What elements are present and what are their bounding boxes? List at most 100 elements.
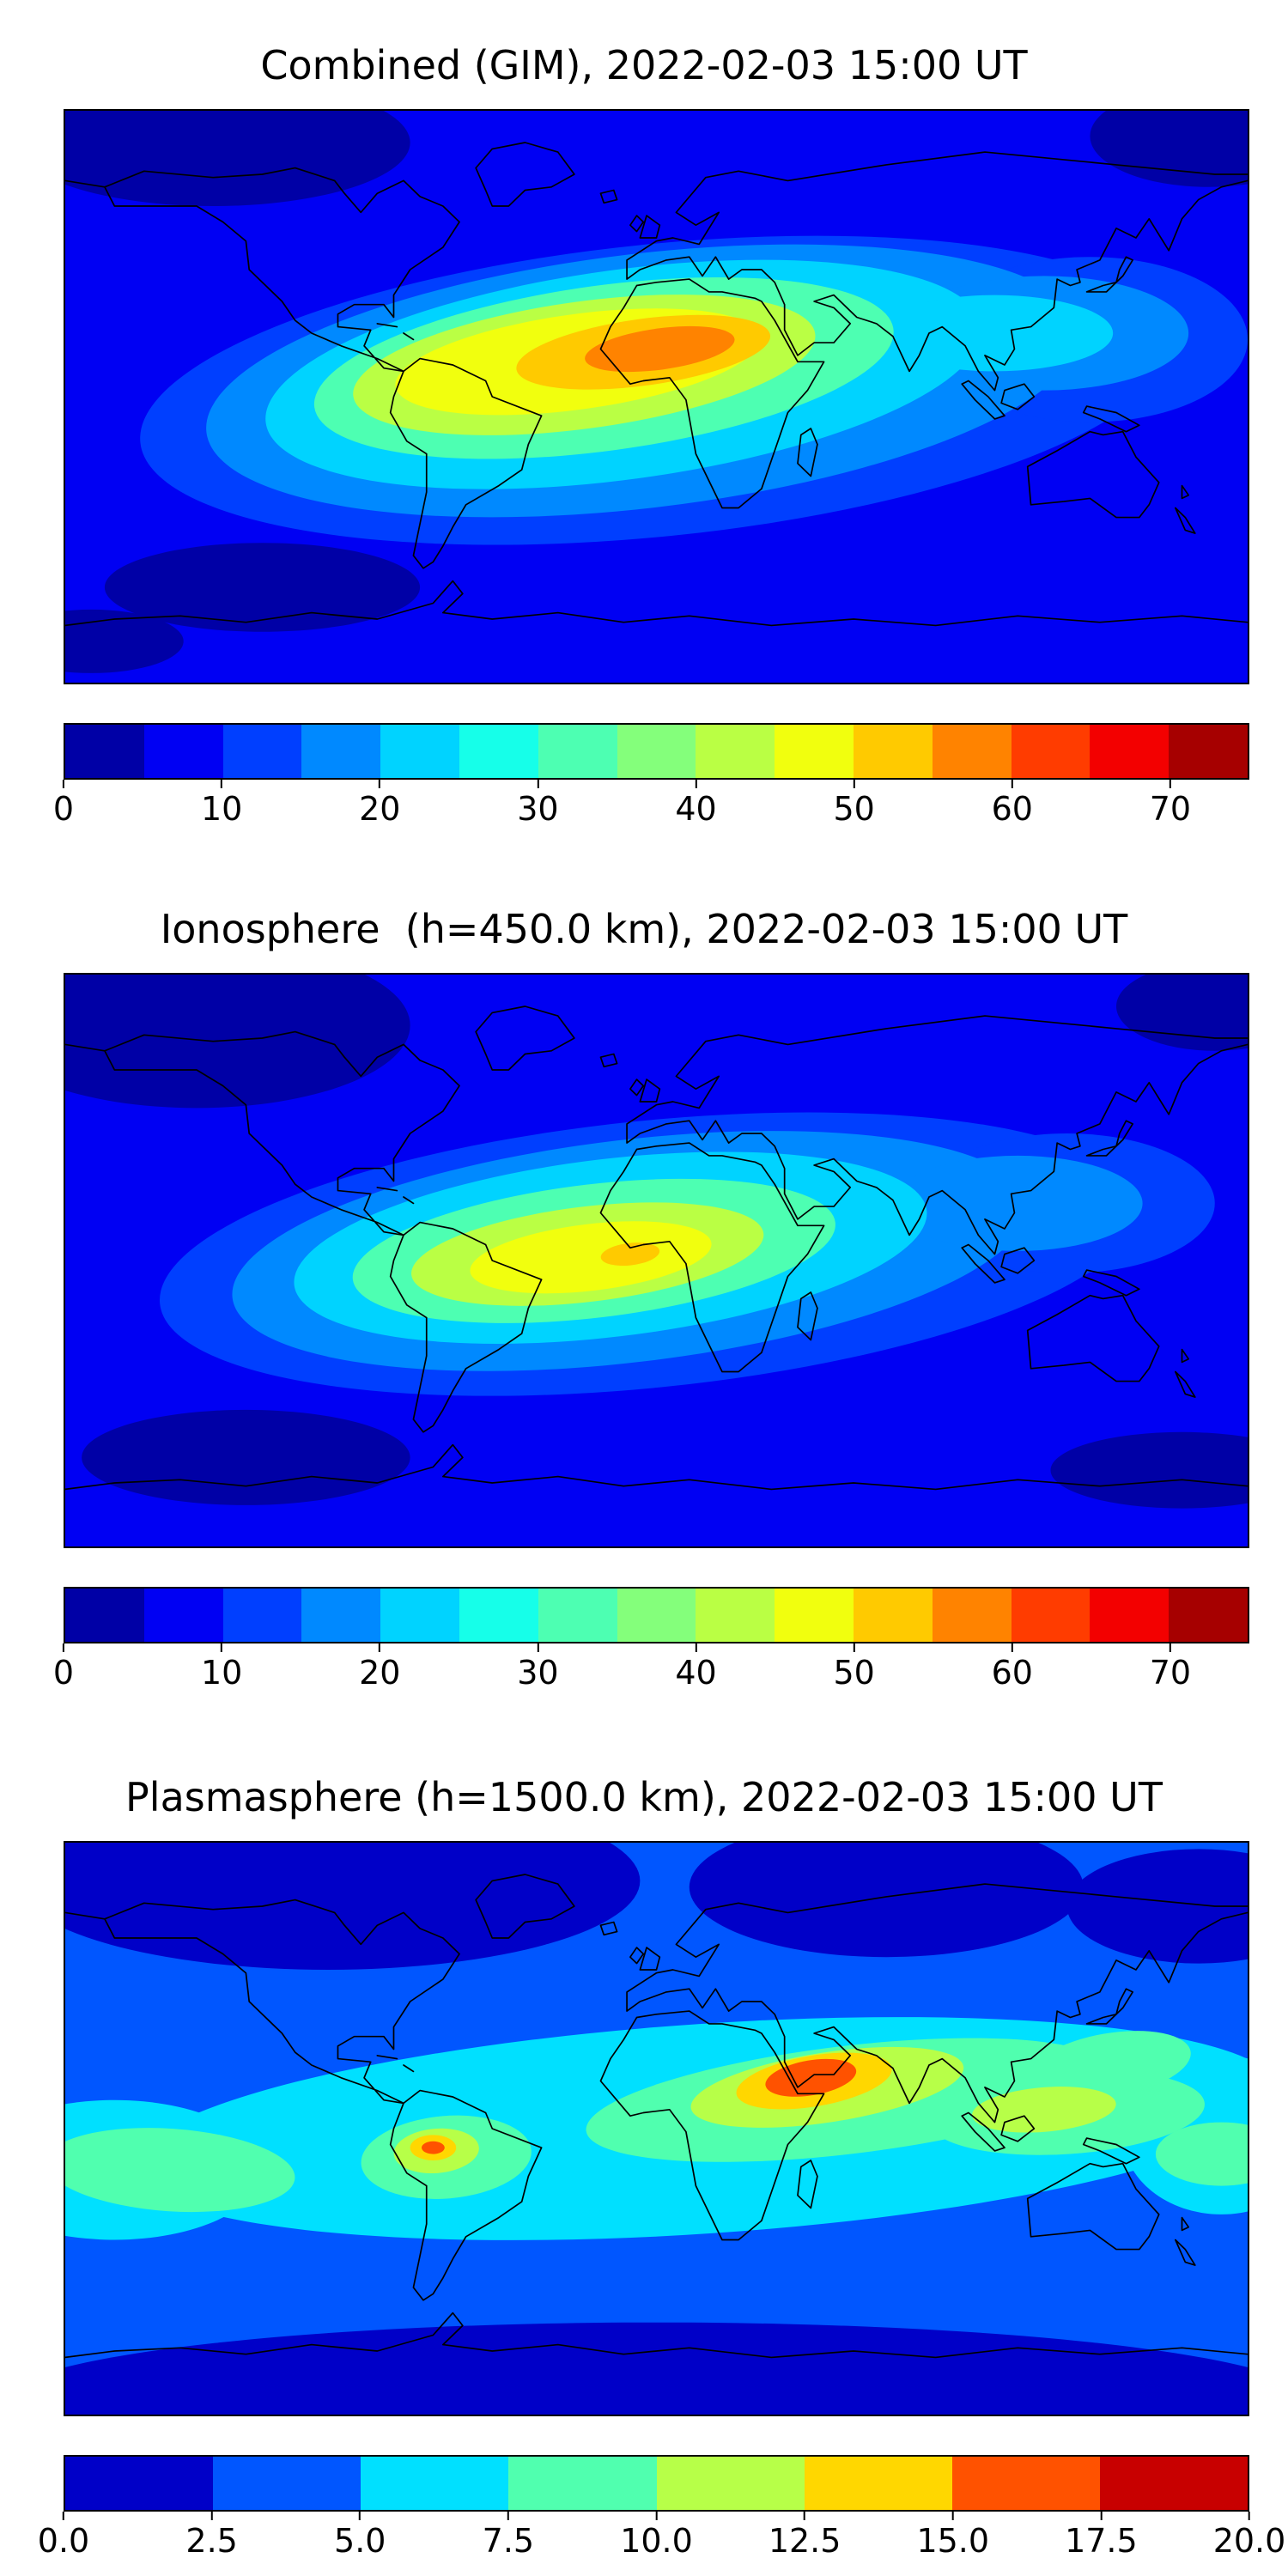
tick-mark — [63, 1643, 64, 1652]
colorbar-segment — [696, 725, 775, 778]
contour-band-low — [65, 975, 1248, 1509]
colorbar-tick: 70 — [1150, 1643, 1191, 1692]
tick-mark — [221, 1643, 223, 1652]
colorbar-segment — [143, 725, 223, 778]
tick-mark — [695, 1643, 697, 1652]
tick-label: 20 — [359, 1654, 401, 1692]
colorbar-segment — [143, 1589, 223, 1642]
map-frame-ionosphere — [64, 973, 1249, 1548]
panel-title: Combined (GIM), 2022-02-03 15:00 UT — [260, 42, 1028, 88]
colorbar-segment — [1099, 2457, 1248, 2510]
colorbar-segment — [1169, 725, 1248, 778]
contour-bands-enhancement — [65, 2017, 1248, 2240]
colorbar-segment — [65, 725, 144, 778]
tick-label: 20.0 — [1212, 2522, 1286, 2560]
map-frame-combined — [64, 109, 1249, 684]
tick-label: 60 — [991, 790, 1033, 828]
tick-mark — [63, 2512, 64, 2520]
tick-mark — [537, 1643, 539, 1652]
colorbar-segment — [508, 2457, 657, 2510]
tec-map-ionosphere — [65, 975, 1248, 1546]
tick-label: 0 — [52, 790, 75, 828]
colorbar-segment — [1090, 725, 1170, 778]
colorbar-segment — [361, 2457, 509, 2510]
map-frame-plasmasphere — [64, 1841, 1249, 2416]
colorbar-tick: 10 — [201, 1643, 242, 1692]
tick-label: 2.5 — [185, 2522, 238, 2560]
tick-mark — [1169, 780, 1171, 788]
colorbar-segment — [656, 2457, 805, 2510]
colorbar-segment — [951, 2457, 1100, 2510]
panel-title: Plasmasphere (h=1500.0 km), 2022-02-03 1… — [125, 1774, 1163, 1820]
tick-label: 10.0 — [620, 2522, 693, 2560]
contour-bands-enhancement — [140, 235, 1248, 545]
colorbar-segments — [64, 723, 1249, 780]
colorbar-segment — [380, 1589, 459, 1642]
tec-map-combined — [65, 111, 1248, 683]
tick-label: 10 — [200, 790, 243, 828]
colorbar-segment — [459, 1589, 538, 1642]
tick-label: 10 — [200, 1654, 243, 1692]
tick-mark — [1011, 1643, 1013, 1652]
tick-mark — [1169, 1643, 1171, 1652]
colorbar-segment — [1011, 725, 1091, 778]
colorbar-segment — [213, 2457, 361, 2510]
panel-combined: Combined (GIM), 2022-02-03 15:00 UT — [0, 0, 1288, 864]
colorbar-segment — [538, 1589, 617, 1642]
tick-label: 40 — [675, 1654, 717, 1692]
tick-label: 12.5 — [768, 2522, 841, 2560]
tick-label: 5.0 — [334, 2522, 386, 2560]
colorbar-segment — [222, 1589, 302, 1642]
colorbar-segment — [932, 725, 1012, 778]
colorbar-tick: 50 — [833, 780, 875, 828]
colorbar-tick: 0 — [53, 780, 74, 828]
colorbar-segment — [696, 1589, 775, 1642]
colorbar-segment — [804, 2457, 952, 2510]
tick-label: 7.5 — [482, 2522, 535, 2560]
tick-label: 40 — [675, 790, 717, 828]
colorbar-ticks: 0.0 2.5 5.0 7.5 10.0 12.5 15.0 17.5 20.0 — [38, 2512, 1285, 2572]
tick-mark — [210, 2512, 213, 2520]
tick-mark — [537, 780, 539, 788]
colorbar-segments — [64, 2455, 1249, 2512]
colorbar-tick: 0.0 — [38, 2512, 89, 2560]
colorbar-segment — [65, 1589, 144, 1642]
colorbar-tick: 50 — [833, 1643, 875, 1692]
tick-label: 20 — [359, 790, 401, 828]
panel-plasmasphere: Plasmasphere (h=1500.0 km), 2022-02-03 1… — [0, 1732, 1288, 2576]
tick-mark — [1011, 780, 1013, 788]
colorbar-tick: 40 — [675, 1643, 717, 1692]
colorbar-tick: 0 — [53, 1643, 74, 1692]
tick-mark — [853, 1643, 855, 1652]
colorbar-segment — [1090, 1589, 1170, 1642]
colorbar-tick: 60 — [992, 1643, 1033, 1692]
tick-label: 30 — [517, 1654, 559, 1692]
colorbar-segment — [617, 725, 696, 778]
tick-label: 0 — [52, 1654, 75, 1692]
colorbar-tick: 10 — [201, 780, 242, 828]
colorbar-ticks: 0 10 20 30 40 50 60 70 — [53, 780, 1249, 840]
tick-mark — [1248, 2512, 1250, 2520]
colorbar-segments — [64, 1587, 1249, 1643]
tick-mark — [507, 2512, 509, 2520]
colorbar-segment — [65, 2457, 214, 2510]
tick-mark — [221, 780, 223, 788]
tick-label: 60 — [991, 1654, 1033, 1692]
colorbar-segment — [853, 725, 933, 778]
colorbar-ionosphere: 0 10 20 30 40 50 60 70 — [53, 1587, 1249, 1704]
colorbar-tick: 60 — [992, 780, 1033, 828]
colorbar-plasmasphere: 0.0 2.5 5.0 7.5 10.0 12.5 15.0 17.5 20.0 — [38, 2455, 1285, 2572]
colorbar-segment — [617, 1589, 696, 1642]
tick-label: 70 — [1149, 790, 1192, 828]
tick-mark — [695, 780, 697, 788]
panel-ionosphere: Ionosphere (h=450.0 km), 2022-02-03 15:0… — [0, 864, 1288, 1728]
colorbar-segment — [380, 725, 459, 778]
colorbar-segment — [301, 725, 381, 778]
tick-label: 0.0 — [37, 2522, 90, 2560]
colorbar-tick: 70 — [1150, 780, 1191, 828]
colorbar-segment — [459, 725, 538, 778]
colorbar-segment — [222, 725, 302, 778]
colorbar-segment — [538, 725, 617, 778]
colorbar-segment — [1011, 1589, 1091, 1642]
